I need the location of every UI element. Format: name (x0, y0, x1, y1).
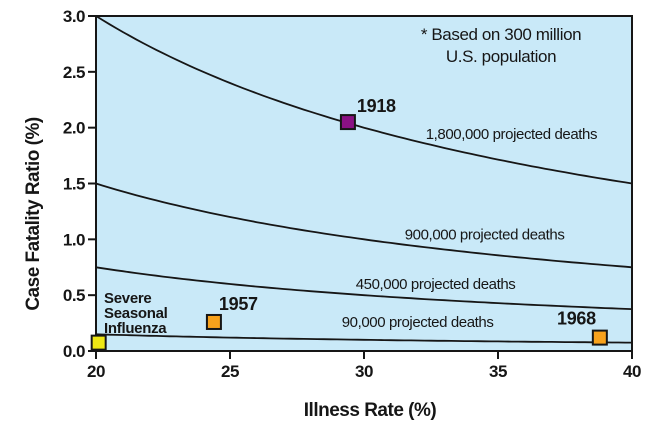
x-tick-label: 35 (489, 362, 507, 381)
severe-seasonal-influenza-label-line-1: Severe (104, 290, 151, 307)
y-tick-label: 1.5 (63, 175, 85, 194)
curve-label-90-000-projected-deaths: 90,000 projected deaths (342, 314, 494, 331)
curve-label-1-800-000-projected-deaths: 1,800,000 projected deaths (426, 126, 597, 143)
severe-seasonal-influenza-label-line-2: Seasonal (104, 305, 168, 322)
x-tick-label: 20 (87, 362, 105, 381)
point-severe-seasonal-influenza (90, 334, 107, 351)
population-note: * Based on 300 million U.S. population (420, 24, 582, 68)
point-label-1918: 1918 (357, 96, 396, 116)
curve-900-000-projected-deaths (95, 182, 633, 269)
curve-label-900-000-projected-deaths: 900,000 projected deaths (405, 226, 565, 243)
y-axis-title: Case Fatality Ratio (%) (23, 117, 44, 311)
point-label-1968: 1968 (557, 309, 596, 329)
point-1968 (591, 329, 608, 346)
population-note-line-2: U.S. population (445, 47, 557, 66)
point-label-1957: 1957 (219, 294, 258, 314)
y-tick-label: 2.5 (63, 63, 85, 82)
y-tick-label: 1.0 (63, 230, 85, 249)
curve-450-000-projected-deaths (95, 266, 633, 310)
curve-label-450-000-projected-deaths: 450,000 projected deaths (356, 276, 516, 293)
y-tick-label: 0.5 (63, 286, 85, 305)
x-axis-title: Illness Rate (%) (303, 400, 437, 421)
population-note-line-1: * Based on 300 million (420, 25, 582, 44)
y-tick-label: 3.0 (63, 7, 85, 26)
severe-seasonal-influenza-label-line-3: Influenza (104, 320, 167, 337)
y-tick-label: 0.0 (63, 342, 85, 361)
x-tick-label: 40 (623, 362, 641, 381)
point-1918 (339, 114, 356, 131)
curve-1-800-000-projected-deaths (95, 15, 633, 185)
x-tick-label: 25 (221, 362, 239, 381)
y-tick-label: 2.0 (63, 119, 85, 138)
point-1957 (205, 313, 222, 330)
x-tick-label: 30 (355, 362, 373, 381)
curve-90-000-projected-deaths (95, 333, 632, 344)
